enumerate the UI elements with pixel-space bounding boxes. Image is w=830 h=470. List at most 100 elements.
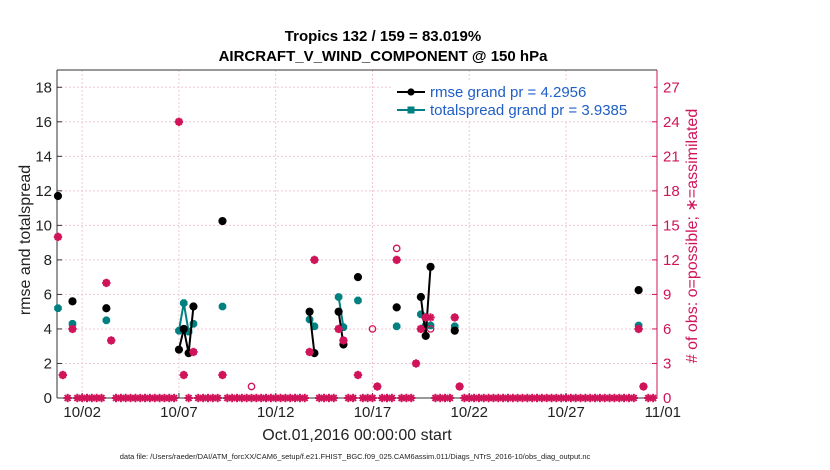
left-tick-label: 10 (35, 217, 52, 234)
obs-star-core (113, 395, 119, 401)
obs-assimilated-marker (416, 324, 426, 334)
obs-star-core (142, 395, 148, 401)
plot-area (57, 70, 657, 398)
obs-star-core (384, 395, 390, 401)
obs-assimilated-zero (63, 393, 72, 403)
obs-star-core (621, 395, 627, 401)
right-tick-label: 18 (663, 183, 680, 200)
left-y-axis-label: rmse and totalspread (17, 165, 34, 315)
obs-star-core (234, 395, 240, 401)
x-tick-label: 10/27 (547, 404, 585, 421)
right-tick-label: 24 (663, 114, 680, 131)
footer-data-file: data file: /Users/raeder/DAI/ATM_forcXX/… (120, 452, 591, 461)
legend-marker-spread (407, 106, 415, 114)
obs-assimilated-marker (392, 255, 401, 265)
obs-star-core (249, 395, 254, 401)
obs-star-core (331, 395, 337, 401)
obs-assimilated-marker (368, 393, 377, 403)
x-tick-label: 10/12 (257, 404, 295, 421)
obs-star-core (568, 395, 574, 401)
left-tick-label: 2 (44, 355, 52, 372)
obs-star-core (399, 395, 404, 401)
obs-assimilated-marker (179, 370, 188, 380)
obs-star-core (432, 395, 438, 401)
right-tick-label: 12 (663, 252, 680, 269)
obs-star-core (539, 395, 545, 401)
obs-star-core (89, 395, 95, 401)
obs-star-core (389, 395, 395, 401)
left-tick-label: 0 (44, 390, 52, 407)
obs-star-core (587, 395, 593, 401)
rmse-point (450, 326, 459, 335)
rmse-point (53, 191, 63, 201)
obs-star-core (224, 395, 230, 401)
obs-star-core (147, 395, 153, 401)
obs-assimilated-marker (334, 324, 343, 334)
totalspread-point (218, 302, 227, 311)
obs-assimilated-zero (97, 393, 106, 403)
obs-star-core (476, 395, 482, 401)
rmse-point (68, 297, 77, 306)
obs-star-core (253, 395, 259, 401)
obs-star-core (292, 395, 298, 401)
right-tick-label: 27 (663, 79, 680, 96)
obs-assimilated-marker (353, 370, 363, 380)
left-tick-label: 14 (35, 148, 52, 165)
obs-star-core (268, 395, 274, 401)
obs-star-core (176, 119, 182, 125)
totalspread-point (54, 304, 62, 313)
obs-star-core (355, 372, 361, 378)
legend-marker-rmse (407, 88, 415, 96)
obs-star-core (481, 395, 487, 401)
obs-star-core (582, 395, 588, 401)
rmse-line (177, 306, 195, 354)
obs-star-core (205, 395, 211, 401)
chart-title-line2: AIRCRAFT_V_WIND_COMPONENT @ 150 hPa (219, 48, 549, 65)
obs-assimilated-marker (455, 382, 464, 391)
totalspread-point (179, 299, 188, 307)
left-tick-label: 12 (35, 183, 52, 200)
obs-star-core (195, 395, 201, 401)
obs-star-core (423, 315, 429, 320)
obs-star-core (162, 395, 167, 401)
obs-star-core (350, 395, 356, 401)
right-tick-label: 3 (663, 355, 671, 372)
obs-star-core (650, 395, 656, 401)
obs-star-core (491, 395, 496, 401)
right-tick-label: 15 (663, 217, 680, 234)
obs-star-core (118, 395, 124, 401)
obs-star-core (79, 395, 85, 401)
obs-star-core (210, 395, 216, 401)
right-y-axis-label: # of obs: o=possible; ∗=assimilated (684, 109, 701, 363)
obs-assimilated-zero (184, 393, 193, 403)
obs-star-core (413, 361, 419, 366)
x-axis-label: Oct.01,2016 00:00:00 start (262, 427, 452, 444)
obs-star-core (578, 395, 583, 401)
obs-star-core (181, 372, 187, 378)
obs-star-core (558, 395, 564, 401)
obs-assimilated-zero (348, 393, 358, 403)
obs-star-core (152, 395, 158, 401)
obs-star-core (515, 395, 521, 401)
left-tick-label: 4 (44, 321, 52, 338)
obs-assimilated-zero (324, 393, 334, 403)
obs-star-core (244, 395, 250, 401)
obs-star-core (70, 326, 75, 332)
obs-star-core (379, 395, 385, 401)
obs-star-core (297, 395, 303, 401)
obs-star-core (370, 395, 375, 401)
obs-star-core (282, 395, 288, 401)
left-tick-label: 6 (44, 286, 52, 303)
obs-star-core (447, 395, 453, 401)
obs-star-core (602, 395, 608, 401)
obs-star-core (108, 338, 114, 343)
obs-assimilated-marker (189, 347, 198, 357)
x-tick-label: 10/17 (354, 404, 392, 421)
obs-star-core (258, 395, 264, 401)
legend-label-spread: totalspread grand pr = 3.9385 (430, 102, 627, 119)
obs-star-core (186, 395, 192, 401)
obs-assimilated-marker (218, 370, 227, 380)
